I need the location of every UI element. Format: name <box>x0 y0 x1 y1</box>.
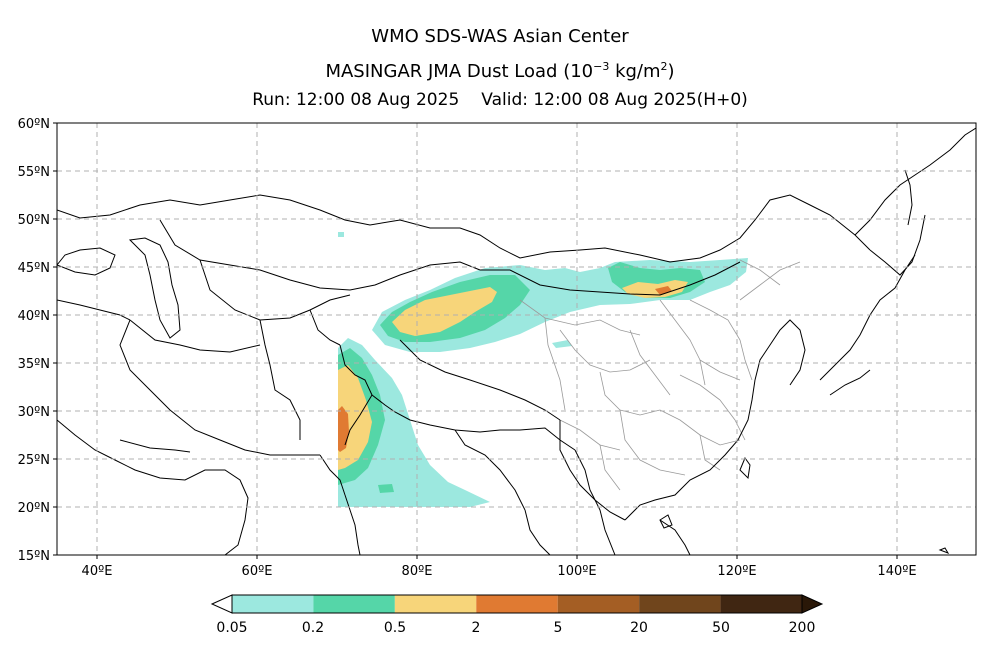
lat-label: 50ºN <box>18 213 50 228</box>
colorbar-label: 20 <box>630 620 648 636</box>
lon-label: 40ºE <box>82 564 113 579</box>
colorbar-frame <box>231 594 803 614</box>
colorbar-cell <box>476 595 558 613</box>
dust-area-cyan-south-asia <box>338 338 490 507</box>
colorbar-label: 2 <box>472 620 481 636</box>
tick-marks <box>53 122 898 559</box>
valid-time: Valid: 12:00 08 Aug 2025(H+0) <box>481 90 748 110</box>
lat-label: 45ºN <box>18 261 50 276</box>
map-frame <box>56 122 977 556</box>
colorbar-label: 0.2 <box>302 620 324 636</box>
colorbar-label: 50 <box>712 620 730 636</box>
lon-label: 100ºE <box>557 564 596 579</box>
lon-label: 120ºE <box>717 564 756 579</box>
run-valid-line: Run: 12:00 08 Aug 2025 Valid: 12:00 08 Au… <box>0 90 1000 110</box>
colorbar-label: 5 <box>554 620 563 636</box>
lat-label: 25ºN <box>18 453 50 468</box>
dust-area-green-small <box>378 484 394 493</box>
lat-label: 35ºN <box>18 357 50 372</box>
colorbar-cell <box>557 595 640 613</box>
colorbar-cell <box>232 595 314 613</box>
run-time: Run: 12:00 08 Aug 2025 <box>252 90 460 110</box>
colorbar: 0.05 0.2 0.5 2 5 20 50 200 <box>210 594 824 636</box>
dust-area-cyan-dot <box>338 232 344 237</box>
colorbar-cell <box>639 595 721 613</box>
colorbar-cell <box>394 595 477 613</box>
colorbar-labels: 0.05 0.2 0.5 2 5 20 50 200 <box>216 620 815 636</box>
dust-area-yellow-taklimakan <box>392 287 497 336</box>
colorbar-label: 0.05 <box>216 620 247 636</box>
lon-label: 60ºE <box>242 564 273 579</box>
latitude-labels: 60ºN 55ºN 50ºN 45ºN 40ºN 35ºN 30ºN 25ºN … <box>18 117 50 564</box>
colorbar-right-arrow <box>801 594 824 614</box>
colorbar-left-arrow <box>210 594 233 614</box>
map-plot <box>57 123 976 555</box>
lon-label: 80ºE <box>402 564 433 579</box>
lat-label: 20ºN <box>18 501 50 516</box>
country-boundaries <box>57 127 976 555</box>
lat-label: 15ºN <box>18 549 50 564</box>
dust-area-cyan-small <box>552 340 572 348</box>
colorbar-cell <box>313 595 395 613</box>
dust-area-orange-gobi <box>655 286 672 295</box>
lon-label: 140ºE <box>877 564 916 579</box>
colorbar-label: 200 <box>789 620 816 636</box>
lat-label: 60ºN <box>18 117 50 132</box>
center-title: WMO SDS-WAS Asian Center <box>371 26 629 47</box>
lat-label: 40ºN <box>18 309 50 324</box>
colorbar-cells <box>232 595 802 613</box>
colorbar-label: 0.5 <box>384 620 406 636</box>
lat-label: 55ºN <box>18 165 50 180</box>
colorbar-cell <box>720 595 802 613</box>
longitude-labels: 40ºE 60ºE 80ºE 100ºE 120ºE 140ºE <box>82 564 917 579</box>
product-title: MASINGAR JMA Dust Load (10−3 kg/m2) <box>325 60 675 82</box>
lat-label: 30ºN <box>18 405 50 420</box>
graticule <box>57 123 976 555</box>
